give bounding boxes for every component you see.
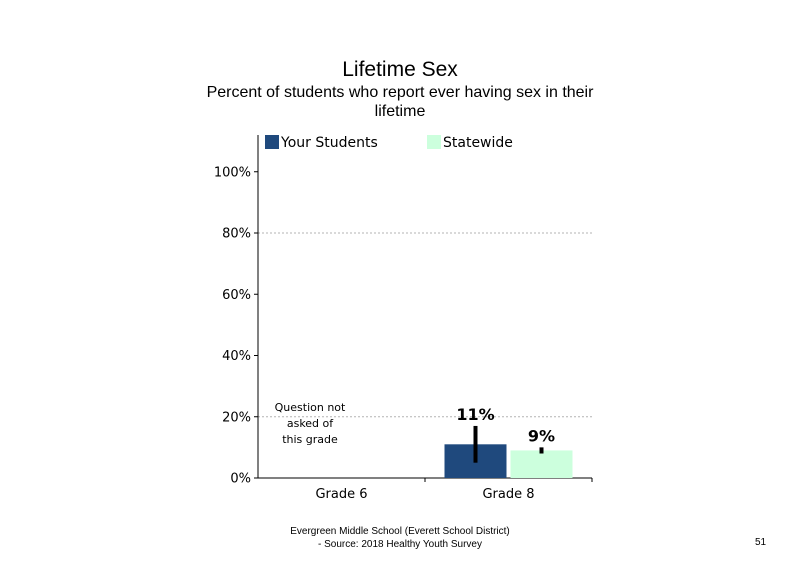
- footer-school: Evergreen Middle School (Everett School …: [290, 526, 510, 537]
- y-tick-label-60: 60%: [222, 288, 251, 303]
- y-tick-label-40: 40%: [222, 349, 251, 364]
- legend-swatch-your-students: [265, 135, 279, 149]
- footer-survey: - Source: 2018 Healthy Youth Survey: [318, 539, 482, 550]
- chart-subtitle: Percent of students who report ever havi…: [206, 84, 594, 120]
- y-tick-label-0: 0%: [230, 472, 251, 487]
- data-label-your-students-1: 11%: [456, 405, 494, 424]
- y-tick-label-80: 80%: [222, 227, 251, 242]
- legend-label-statewide: Statewide: [443, 135, 513, 151]
- chart-title: Lifetime Sex: [342, 58, 458, 81]
- y-tick-label-20: 20%: [222, 410, 251, 425]
- grade6-not-asked-note: Question not asked of this grade: [274, 401, 346, 446]
- bar-statewide-1: [510, 450, 573, 478]
- legend-swatch-statewide: [427, 135, 441, 149]
- x-tick-label-grade-8: Grade 8: [482, 487, 534, 502]
- footer-source: Evergreen Middle School (Everett School …: [200, 525, 600, 551]
- data-label-statewide-1: 9%: [528, 426, 555, 445]
- y-tick-label-100: 100%: [214, 165, 251, 180]
- page-number: 51: [755, 537, 767, 548]
- legend-label-your-students: Your Students: [280, 135, 378, 151]
- x-tick-label-grade-6: Grade 6: [315, 487, 367, 502]
